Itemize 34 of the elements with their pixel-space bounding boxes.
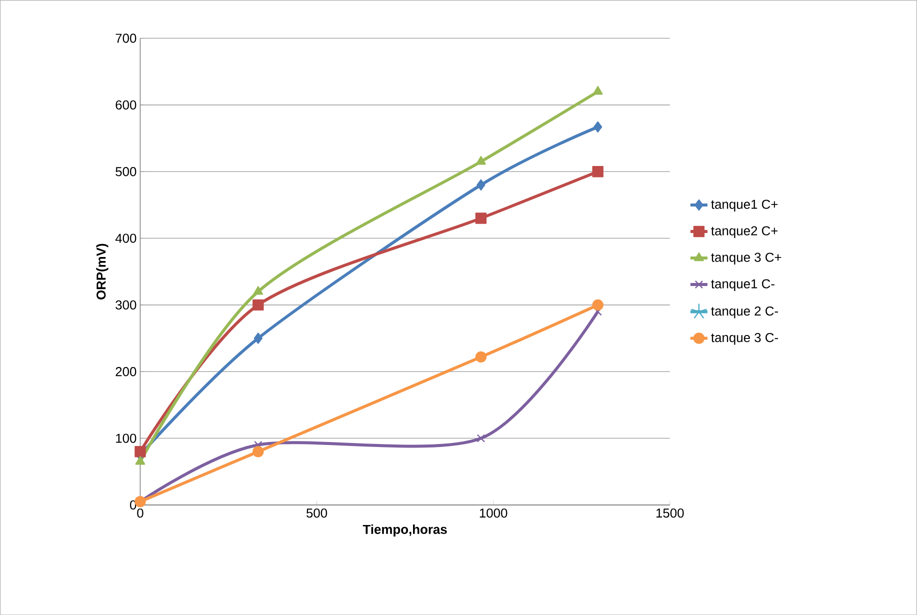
- point: [592, 86, 603, 95]
- y-tick-label: 300: [116, 300, 136, 310]
- point: [134, 446, 146, 458]
- y-tick-label: 200: [116, 366, 136, 376]
- y-tick-label: 700: [116, 34, 136, 43]
- legend-label: tanque 2 C-: [711, 306, 778, 318]
- point: [475, 351, 487, 362]
- point: [252, 299, 264, 310]
- y-tick-label: 100: [116, 434, 136, 443]
- legend-label: tanque1 C+: [711, 200, 778, 212]
- point: [476, 179, 486, 190]
- x-tick-label: 1500: [656, 508, 684, 518]
- point: [592, 166, 604, 178]
- point: [135, 456, 146, 465]
- point: [592, 299, 604, 310]
- y-tick-label: 600: [116, 100, 136, 110]
- legend-label: tanque 3 C+: [711, 252, 782, 264]
- point: [475, 212, 487, 224]
- x-tick-label: 500: [306, 508, 328, 518]
- y-tick-label: 400: [115, 234, 136, 243]
- point: [476, 156, 486, 165]
- legend-label: tanque2 C+: [711, 226, 778, 238]
- legend-label: tanque1 C-: [711, 279, 774, 291]
- point: [476, 434, 486, 442]
- point: [252, 446, 264, 458]
- y-tick-label: 500: [116, 166, 136, 176]
- point: [253, 286, 264, 295]
- x-tick-label: 0: [137, 508, 144, 518]
- point: [593, 121, 602, 132]
- point: [254, 332, 262, 344]
- x-tick-label: 1000: [480, 508, 508, 518]
- legend-label: tanque 3 C-: [711, 332, 778, 345]
- y-axis-title: ORP(mV): [96, 244, 108, 300]
- x-axis-title: Tiempo,horas: [362, 524, 447, 536]
